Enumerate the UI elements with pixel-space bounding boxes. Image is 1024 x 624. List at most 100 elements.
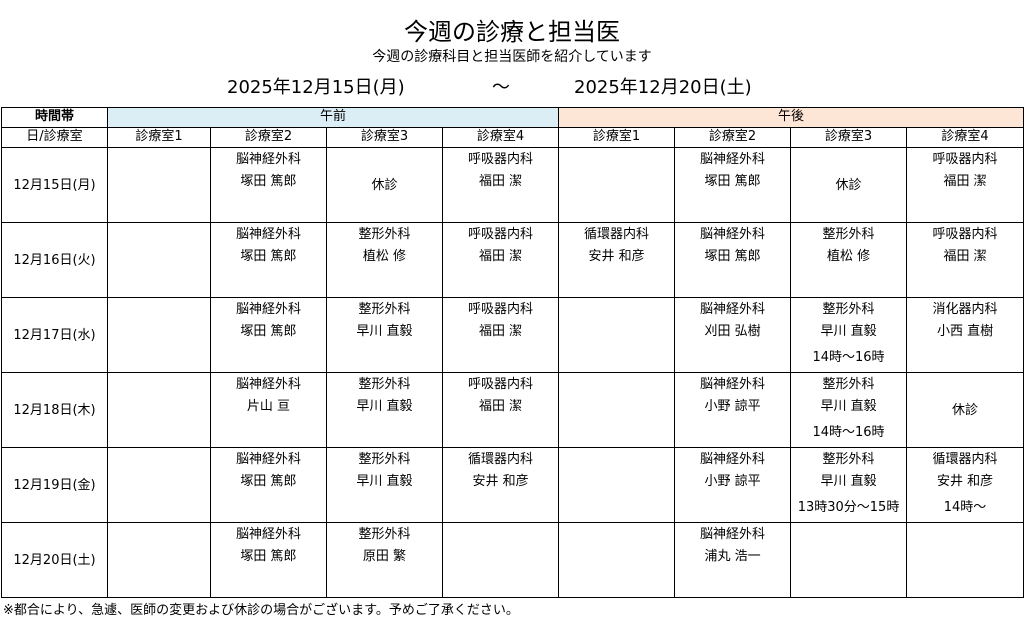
schedule-cell: 呼吸器内科 福田 潔 [441,147,560,223]
department-name: 脳神経外科 [700,452,766,467]
timeslot-corner-label: 時間帯 [1,107,108,128]
doctor-name: 塚田 篤郎 [704,174,761,189]
am-room-header: 診療室1 [107,127,211,148]
am-header: 午前 [106,107,560,128]
doctor-name: 浦丸 浩一 [704,549,761,564]
doctor-name: 塚田 篤郎 [240,324,297,339]
doctor-name: 植松 修 [826,249,871,264]
department-name: 循環器内科 [584,227,650,242]
doctor-name: 早川 直毅 [820,474,877,489]
doctor-name: 小野 諒平 [704,474,761,489]
week-start-date: 2025年12月15日(月) [227,77,405,98]
department-name: 脳神経外科 [235,302,301,317]
schedule-cell [107,222,211,298]
department-name: 脳神経外科 [700,302,766,317]
department-name: 脳神経外科 [235,227,301,242]
doctor-name: 塚田 篤郎 [240,174,297,189]
page-title: 今週の診療と担当医 [404,18,620,46]
department-name: 循環器内科 [468,452,534,467]
consultation-hours: 14時〜16時 [812,350,885,365]
department-name: 整形外科 [358,527,411,542]
department-name: 整形外科 [822,227,875,242]
doctor-name: 安井 和彦 [936,474,994,489]
doctor-name: 塚田 篤郎 [240,549,297,564]
schedule-cell [558,297,676,373]
am-room-header: 診療室4 [441,127,560,148]
table-row: 12月15日(月) 脳神経外科塚田 篤郎 休診 呼吸器内科 福田 潔 脳神経外科塚田 篤郎… [1,147,1024,223]
doctor-name: 塚田 篤郎 [240,249,297,264]
doctor-name: 早川 直毅 [820,324,877,339]
schedule-cell [558,447,676,523]
department-name: 呼吸器内科 [468,302,534,317]
day-label: 12月15日(月) [1,147,108,223]
consultation-hours: 13時30分〜15時 [797,500,900,515]
schedule-cell: 整形外科 原田 繁 [326,522,443,598]
schedule-cell: 整形外科 早川 直毅 14時〜16時 [790,372,908,448]
schedule-cell [107,297,211,373]
pm-header: 午後 [558,107,1024,128]
department-name: 整形外科 [358,302,411,317]
schedule-cell: 脳神経外科浦丸 浩一 [674,522,792,598]
doctor-name: 原田 繁 [362,549,407,564]
footnote: ※都合により、急遽、医師の変更および休診の場合がございます。予めご了承ください。 [3,603,519,618]
doctor-name: 植松 修 [362,249,407,264]
schedule-cell: 呼吸器内科 福田 潔 [441,222,560,298]
schedule-cell [107,147,211,223]
schedule-cell [906,522,1024,598]
department-name: 脳神経外科 [235,527,301,542]
schedule-cell: 整形外科 早川 直毅 [326,297,443,373]
department-name: 消化器内科 [932,302,998,317]
schedule-cell: 脳神経外科塚田 篤郎 [210,297,327,373]
am-room-header: 診療室2 [210,127,327,148]
am-room-header: 診療室3 [326,127,443,148]
doctor-name: 福田 潔 [943,249,987,264]
schedule-cell: 循環器内科安井 和彦 [441,447,560,523]
schedule-cell [558,522,676,598]
schedule-cell: 呼吸器内科 福田 潔 [906,222,1024,298]
schedule-cell: 脳神経外科小野 諒平 [674,447,792,523]
table-row: 12月20日(土) 脳神経外科塚田 篤郎 整形外科原田 繁 脳神経外科浦丸 浩一 [1,522,1024,598]
department-name: 呼吸器内科 [932,227,998,242]
day-room-corner-label: 日/診療室 [1,127,108,148]
schedule-cell: 消化器内科小西 直樹 [906,297,1024,373]
department-name: 脳神経外科 [235,152,301,167]
pm-room-header: 診療室1 [558,127,676,148]
timeslot-header-row: 時間帯 午前 午後 [1,107,1024,128]
schedule-cell: 整形外科 植松 修 [790,222,908,298]
schedule-cell: 整形外科 早川 直毅 13時30分〜15時 [790,447,908,523]
department-name: 脳神経外科 [235,377,301,392]
table-row: 12月16日(火) 脳神経外科 塚田 篤郎 整形外科 植松 修呼吸器内科 福田 潔循環器内… [1,222,1024,298]
department-name: 脳神経外科 [235,452,301,467]
table-row: 12月18日(木) 脳神経外科 片山 亘整形外科 早川 直毅 呼吸器内科 福田 潔脳神経外… [1,372,1024,448]
department-name: 整形外科 [358,227,411,242]
schedule-cell [107,447,211,523]
date-range-separator: 〜 [492,77,510,98]
schedule-cell: 脳神経外科塚田 篤郎 [210,147,327,223]
schedule-cell: 整形外科 早川 直毅 [326,447,443,523]
week-end-date: 2025年12月20日(土) [574,77,752,98]
doctor-name: 安井 和彦 [472,474,529,489]
pm-room-header: 診療室2 [674,127,792,148]
table-row: 12月17日(水) 脳神経外科 塚田 篤郎 整形外科 早川 直毅 呼吸器内科 福田 潔脳神経… [1,297,1024,373]
day-label: 12月20日(土) [1,522,108,598]
doctor-name: 早川 直毅 [356,399,413,414]
schedule-cell: 脳神経外科刈田 弘樹 [674,297,792,373]
schedule-cell: 整形外科 早川 直毅 [326,372,443,448]
schedule-cell [790,522,908,598]
cell-status: 休診 [371,177,398,193]
schedule-cell [107,372,211,448]
department-name: 脳神経外科 [700,227,766,242]
schedule-cell: 呼吸器内科 福田 潔 [906,147,1024,223]
doctor-name: 福田 潔 [478,324,523,339]
department-name: 整形外科 [358,377,411,392]
doctor-name: 福田 潔 [943,174,987,189]
doctor-name: 刈田 弘樹 [704,324,761,339]
doctor-name: 小西 直樹 [936,324,994,339]
department-name: 呼吸器内科 [468,227,534,242]
day-label: 12月16日(火) [1,222,108,298]
department-name: 脳神経外科 [700,527,766,542]
schedule-cell: 循環器内科 安井 和彦 [558,222,676,298]
doctor-name: 塚田 篤郎 [704,249,761,264]
schedule-cell [558,372,676,448]
schedule-cell: 呼吸器内科 福田 潔 [441,297,560,373]
